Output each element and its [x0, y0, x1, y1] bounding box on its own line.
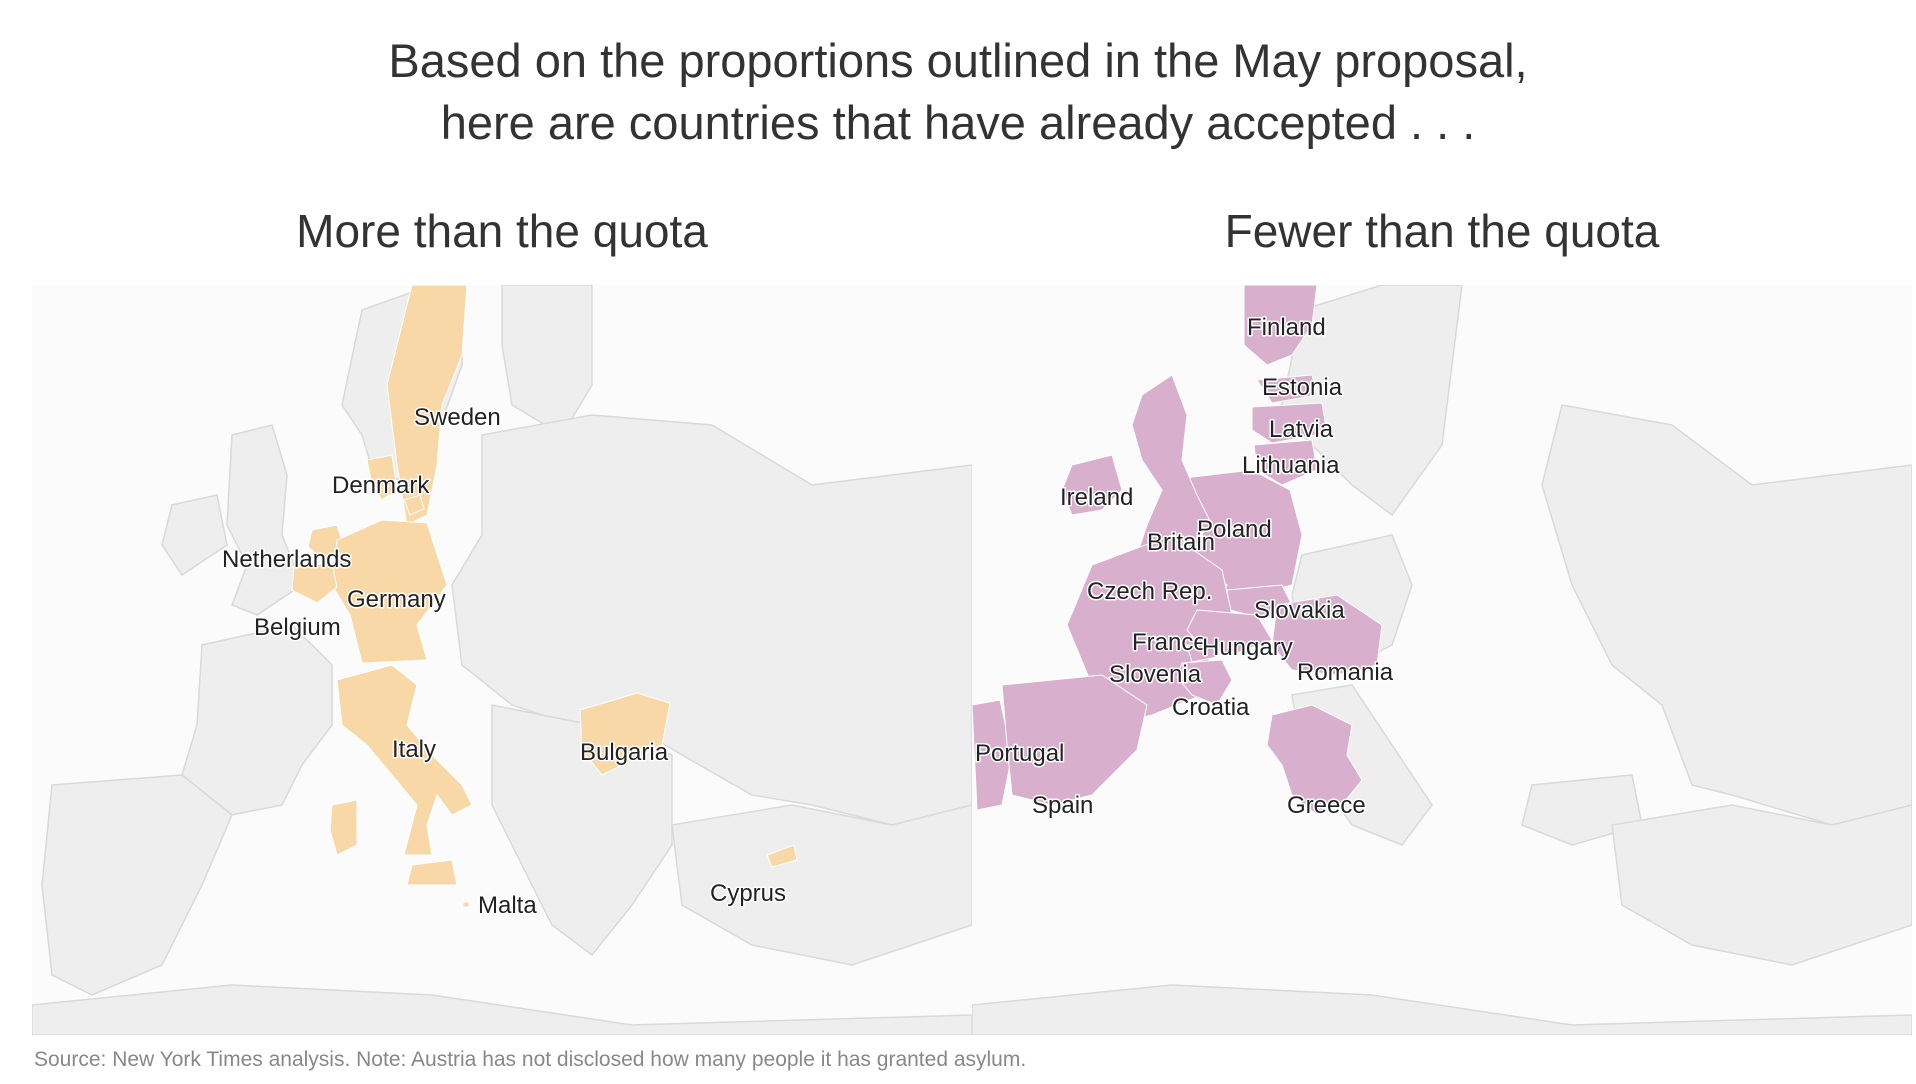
- france-land: [181, 624, 333, 816]
- map-more-highlights: [291, 285, 798, 908]
- britain-land: [226, 424, 303, 616]
- country-label-greece: Greece: [1287, 792, 1366, 819]
- country-latvia: [1251, 402, 1328, 444]
- country-label-romania: Romania: [1297, 659, 1394, 686]
- map-fewer-labels: Finland Estonia Latvia Lithuania Ireland Pola…: [974, 313, 1396, 821]
- panel-title-more: More than the quota: [296, 205, 708, 257]
- country-label-slovenia: Slovenia: [1109, 661, 1202, 688]
- country-label-finland: Finland: [1247, 314, 1326, 341]
- country-label-bulgaria: Bulgaria: [580, 739, 669, 766]
- country-label-sweden: Sweden: [414, 404, 501, 431]
- country-label-latvia: Latvia: [1269, 416, 1334, 443]
- country-slovenia: [1186, 644, 1218, 663]
- country-portugal: [972, 699, 1013, 811]
- north-africa-land: [32, 984, 972, 1035]
- country-label-germany: Germany: [347, 586, 446, 613]
- country-belgium: [291, 562, 338, 604]
- country-estonia: [1256, 374, 1318, 404]
- country-spain: [1001, 674, 1148, 806]
- country-label-poland: Poland: [1197, 516, 1272, 543]
- country-label-cyprus: Cyprus: [710, 880, 786, 907]
- map-fewer-highlights: [972, 285, 1383, 816]
- east-europe-land: [1541, 404, 1912, 826]
- country-label-spain: Spain: [1032, 792, 1093, 819]
- source-note: Source: New York Times analysis. Note: A…: [34, 1048, 1027, 1071]
- map-fewer-svg: Finland Estonia Latvia Lithuania Ireland Pola…: [972, 285, 1912, 1035]
- headline: Based on the proportions outlined in the…: [0, 30, 1916, 154]
- country-romania: [1271, 594, 1383, 676]
- country-germany: [331, 519, 448, 664]
- headline-line-2: here are countries that have already acc…: [440, 96, 1476, 149]
- country-croatia: [1176, 659, 1233, 706]
- panel-title-fewer: Fewer than the quota: [1224, 205, 1660, 257]
- turkey-land: [671, 804, 972, 966]
- country-label-hungary: Hungary: [1202, 634, 1293, 661]
- country-label-britain: Britain: [1147, 529, 1215, 556]
- country-ireland: [1061, 454, 1123, 516]
- country-label-portugal: Portugal: [975, 740, 1064, 767]
- country-lithuania: [1253, 439, 1318, 486]
- country-label-lithuania: Lithuania: [1242, 452, 1340, 479]
- country-label-belgium: Belgium: [254, 614, 341, 641]
- country-greece: [1266, 704, 1363, 816]
- country-label-ireland: Ireland: [1060, 484, 1133, 511]
- ireland-land: [161, 494, 228, 577]
- country-malta: [462, 901, 470, 908]
- map-fewer-than-quota: Finland Estonia Latvia Lithuania Ireland Pola…: [972, 285, 1912, 1035]
- country-italy: [329, 664, 473, 886]
- country-bulgaria: [579, 692, 671, 776]
- country-hungary: [1186, 609, 1273, 656]
- country-label-netherlands: Netherlands: [222, 546, 351, 573]
- base-land: [972, 285, 1912, 1035]
- country-cyprus: [766, 844, 798, 868]
- country-label-france: France: [1132, 629, 1207, 656]
- map-more-than-quota: Sweden Denmark Netherlands Germany Belgium It…: [32, 285, 972, 1035]
- country-finland: [1243, 285, 1318, 366]
- turkey-land: [1611, 804, 1912, 966]
- country-netherlands: [307, 524, 345, 561]
- country-label-italy: Italy: [392, 736, 436, 763]
- headline-line-1: Based on the proportions outlined in the…: [388, 34, 1528, 87]
- country-label-slovakia: Slovakia: [1254, 597, 1345, 624]
- country-label-malta: Malta: [478, 892, 537, 919]
- country-label-czech-rep: Czech Rep.: [1087, 578, 1212, 605]
- country-sweden: [386, 285, 468, 526]
- country-label-denmark: Denmark: [332, 472, 430, 499]
- north-africa-land: [972, 984, 1912, 1035]
- iberia-land: [41, 774, 233, 996]
- country-denmark: [366, 454, 425, 516]
- country-label-croatia: Croatia: [1172, 694, 1250, 721]
- country-label-estonia: Estonia: [1262, 374, 1343, 401]
